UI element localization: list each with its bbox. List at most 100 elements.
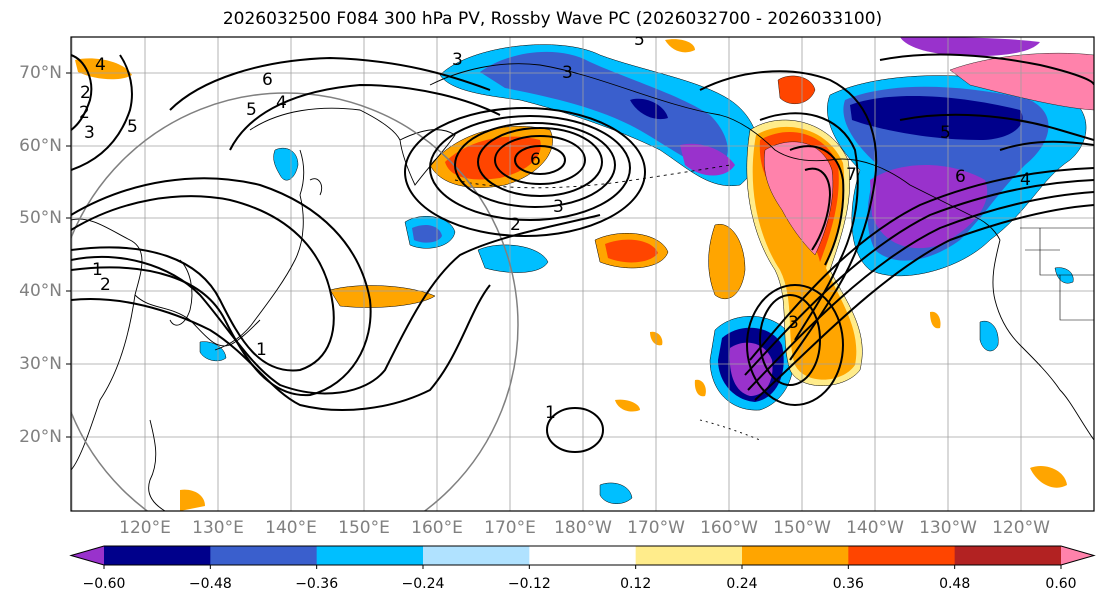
contour-label: 3	[553, 197, 564, 217]
contour-jet-1	[749, 167, 1094, 361]
neg-anomaly-top-right	[900, 37, 1040, 57]
contour-label: 6	[530, 150, 541, 170]
contour-low-center-5	[429, 115, 631, 221]
lon-label: 150°E	[338, 518, 390, 538]
contour-label: 3	[562, 63, 573, 83]
contour-label: 5	[940, 123, 951, 143]
contour-west-trough-3	[71, 214, 601, 395]
neg-anomaly-small-6	[199, 341, 227, 362]
map-frame	[70, 36, 1095, 512]
lon-label: 140°E	[265, 518, 317, 538]
neg-anomaly-northeast-deep	[870, 165, 988, 249]
coast-philippines	[148, 419, 166, 511]
contour-label: 4	[95, 55, 106, 75]
pos-anomaly-central-core	[605, 239, 658, 263]
contour-label: 4	[1020, 170, 1031, 190]
colorbar-tick-label: −0.24	[401, 576, 445, 592]
contour-upper-right	[879, 53, 1094, 86]
contour-label: 1	[92, 260, 103, 280]
colorbar-tick-label: 0.48	[939, 576, 971, 592]
coast-sakhalin	[299, 149, 305, 196]
neg-anomaly-small-4	[979, 320, 999, 352]
contour-low-center-6	[404, 107, 646, 237]
contour-label: 5	[246, 100, 257, 120]
contour-sub-low-2	[746, 284, 844, 406]
map-ticks	[66, 72, 71, 438]
coast-alaska	[719, 114, 1001, 241]
contour-west-trough-2	[71, 177, 372, 397]
lon-label: 150°W	[773, 518, 831, 538]
coast-okhotsk	[249, 107, 401, 141]
pos-anomaly-east	[708, 223, 746, 300]
colorbar-tick-label: 0.24	[726, 576, 758, 592]
contour-east-low	[999, 140, 1094, 151]
contour-label: 5	[127, 117, 138, 137]
neg-anomaly-northeast-dark	[850, 95, 1023, 140]
neg-anomaly-small-7	[1054, 267, 1074, 284]
pos-anomaly-small-2	[665, 39, 695, 53]
lon-label: 170°E	[484, 518, 536, 538]
neg-anomaly-north-deep	[680, 143, 735, 176]
neg-anomaly-small-1-core	[412, 224, 442, 243]
contour-label: 3	[452, 50, 463, 70]
contour-jet-2	[744, 179, 1094, 376]
lon-label: 160°E	[411, 518, 463, 538]
contour-sub-low-1	[759, 294, 821, 386]
contour-label: 2	[80, 83, 91, 103]
contour-west-trough-1	[71, 195, 335, 372]
lat-label: 70°N	[19, 63, 62, 83]
map-fields: 3 3 4 5 6 2 3 5 4 6 5 4 3 2 1 2 7 6 5 3 …	[71, 37, 1094, 511]
pos-anomaly-alaska	[777, 75, 816, 105]
pos-anomaly-northeast-corner	[949, 52, 1094, 111]
colorbar-tick-label: −0.12	[507, 576, 551, 592]
contour-left-edge	[71, 54, 93, 131]
pos-anomaly-small-5	[930, 311, 941, 329]
pc-contours	[71, 53, 1094, 453]
lon-label: 140°W	[846, 518, 904, 538]
contour-label: 1	[256, 340, 267, 360]
colorbar-tick-label: 0.12	[620, 576, 652, 592]
colorbar-tick-label: −0.48	[188, 576, 232, 592]
lat-label: 50°N	[19, 208, 62, 228]
contour-label: 1	[545, 403, 556, 423]
coast-north-america	[992, 239, 1094, 441]
pos-anomaly-small-3	[1030, 465, 1067, 488]
neg-anomaly-north-core	[480, 51, 728, 170]
pos-anomaly-small-6	[180, 489, 205, 511]
neg-anomaly-small-2	[477, 244, 549, 273]
contour-jet-3	[747, 191, 1094, 391]
colorbar-tick-label: 0.60	[1045, 576, 1077, 592]
contour-ridge-1	[699, 70, 878, 361]
contour-low-center-2	[494, 135, 586, 185]
contour-west-upper-2	[229, 83, 501, 151]
colorbar-tick-label: −0.36	[295, 576, 339, 592]
pos-anomaly-small-4	[615, 399, 640, 412]
pos-anomaly-small-8	[694, 379, 706, 397]
lon-label: 180°W	[554, 518, 612, 538]
contour-west-upper	[169, 56, 491, 111]
contour-label: 2	[100, 275, 111, 295]
contour-jet-4	[754, 204, 1094, 401]
coast-korea	[169, 259, 193, 326]
contour-upper-right-2	[899, 113, 1094, 141]
contour-west-trough-4	[71, 284, 491, 411]
contour-label: 3	[84, 123, 95, 143]
colorbar-tick-label: 0.36	[832, 576, 864, 592]
contour-low-center-1	[514, 145, 566, 175]
contour-label: 6	[955, 167, 966, 187]
neg-anomaly-small-5	[599, 482, 633, 504]
radius-circle	[71, 92, 519, 511]
contour-label: 3	[788, 313, 799, 333]
state-borders	[1020, 227, 1094, 321]
contour-ridge-inner	[804, 167, 832, 251]
contour-ridge-3	[789, 145, 845, 266]
contour-label: 6	[262, 70, 273, 90]
lon-label: 160°W	[700, 518, 758, 538]
lon-label: 170°W	[627, 518, 685, 538]
colorbar-tick-label: −0.60	[82, 576, 126, 592]
lon-label: 130°W	[919, 518, 977, 538]
contour-low-center-3	[477, 127, 603, 197]
contour-label: 7	[846, 165, 857, 185]
map-gridlines	[71, 37, 1094, 511]
